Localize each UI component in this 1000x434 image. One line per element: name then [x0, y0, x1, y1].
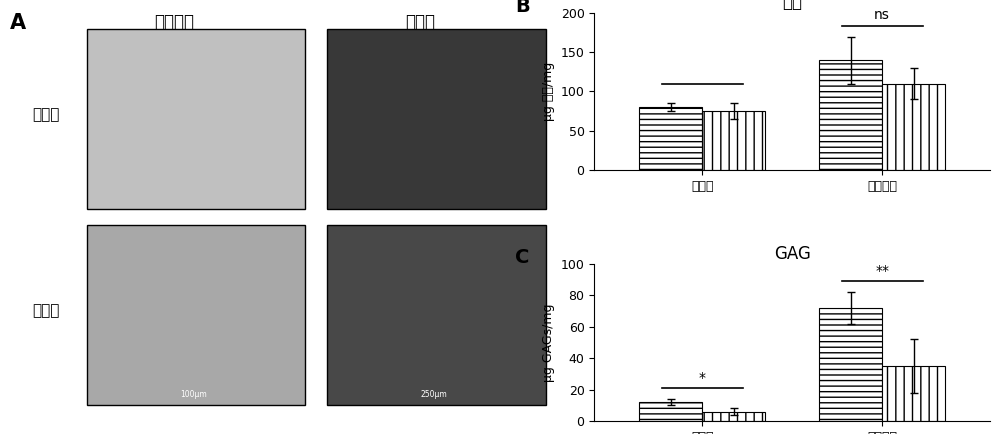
Bar [639, 107, 702, 170]
Text: 250μm: 250μm [420, 390, 447, 398]
FancyBboxPatch shape [87, 30, 305, 209]
Bar [639, 402, 702, 421]
Bar [819, 60, 882, 170]
Bar [819, 308, 882, 421]
Text: 处理后: 处理后 [32, 303, 59, 318]
FancyBboxPatch shape [87, 225, 305, 404]
FancyBboxPatch shape [327, 30, 546, 209]
FancyBboxPatch shape [327, 225, 546, 404]
Text: A: A [10, 13, 26, 33]
Text: **: ** [875, 264, 889, 278]
Bar [882, 366, 945, 421]
Bar [882, 84, 945, 170]
Text: B: B [515, 0, 530, 16]
Text: 天狼星红: 天狼星红 [154, 13, 194, 31]
Title: 胶原: 胶原 [782, 0, 802, 11]
Bar [702, 411, 765, 421]
Text: C: C [515, 248, 529, 267]
Text: 100μm: 100μm [180, 390, 206, 398]
Text: *: * [699, 371, 706, 385]
Bar [702, 111, 765, 170]
Y-axis label: μg 胶原/mg: μg 胶原/mg [542, 62, 555, 121]
Text: 偏正光: 偏正光 [405, 13, 435, 31]
Text: ns: ns [874, 8, 890, 23]
Text: 处理前: 处理前 [32, 108, 59, 122]
Title: GAG: GAG [774, 244, 811, 263]
Y-axis label: μg GAGs/mg: μg GAGs/mg [542, 303, 555, 382]
